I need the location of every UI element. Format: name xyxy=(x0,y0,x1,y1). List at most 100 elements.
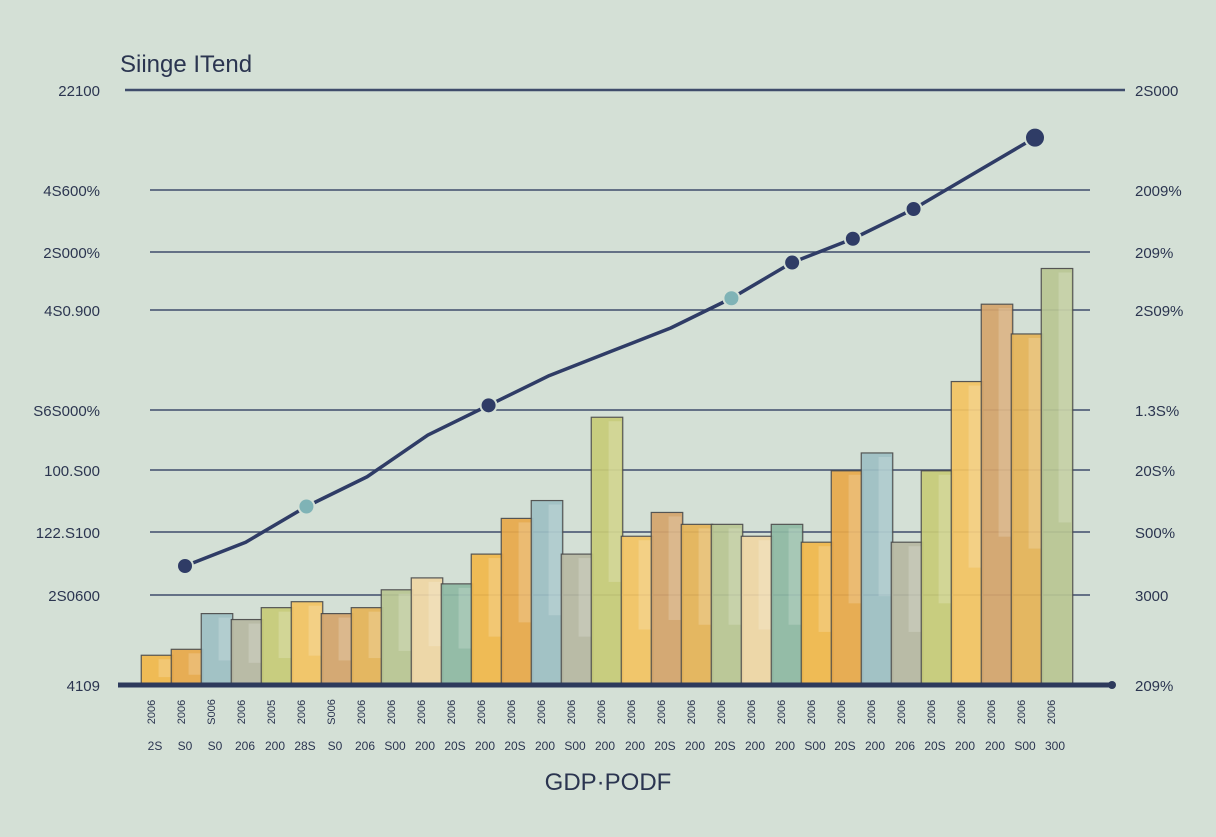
bar-highlight xyxy=(998,308,1012,537)
bar-highlight xyxy=(788,528,802,625)
x-tick-label: 200 xyxy=(415,739,435,753)
x-tick-label: 2006 xyxy=(146,700,158,724)
trend-line xyxy=(176,126,1046,575)
bar-highlight xyxy=(488,558,502,637)
bar xyxy=(800,541,834,686)
bar xyxy=(590,416,624,686)
x-tick-label: 2006 xyxy=(986,700,998,724)
bar xyxy=(890,541,924,686)
x-tick-label: 2005 xyxy=(266,700,278,724)
y-tick-label-left: 100.S00 xyxy=(44,463,100,480)
x-tick-label: 2006 xyxy=(626,700,638,724)
x-tick-label: S00 xyxy=(1014,739,1036,753)
bar-highlight xyxy=(758,540,772,630)
tick-labels: 22100 2S000 4S600% 2009% 2S000% 209% 4S0.900 2S… xyxy=(33,83,1183,753)
x-tick-label: 2006 xyxy=(956,700,968,724)
x-tick-label: 20S xyxy=(714,739,735,753)
bar xyxy=(560,553,594,686)
x-tick-label: 2006 xyxy=(476,700,488,724)
axes xyxy=(118,681,1116,689)
y-tick-label-left: 4S600% xyxy=(43,183,100,200)
x-tick-label: 20S xyxy=(504,739,525,753)
x-tick-label: 200 xyxy=(595,739,615,753)
bar xyxy=(290,601,324,686)
x-tick-label: S00 xyxy=(804,739,826,753)
bar xyxy=(920,470,954,686)
x-tick-label: S00 xyxy=(564,739,586,753)
bar xyxy=(620,535,654,686)
x-tick-label: 2006 xyxy=(536,700,548,724)
bar-highlight xyxy=(368,611,382,659)
bar-highlight xyxy=(698,528,712,625)
bar-highlight xyxy=(218,617,232,661)
x-tick-label: 2006 xyxy=(296,700,308,724)
trend-point xyxy=(843,229,862,248)
trend-line-path xyxy=(184,136,1036,568)
x-tick-label: 200 xyxy=(535,739,555,753)
bar-highlight xyxy=(908,546,922,632)
x-tick-label: S0 xyxy=(208,739,223,753)
trend-point xyxy=(479,396,498,415)
y-tick-label-left: 2S0600 xyxy=(48,588,100,605)
chart-title: Siinge ITend xyxy=(120,51,252,78)
bars xyxy=(140,267,1074,686)
bar-highlight xyxy=(428,581,442,647)
x-tick-label: 2006 xyxy=(896,700,908,724)
bar xyxy=(530,499,564,686)
x-tick-label: S0 xyxy=(178,739,193,753)
bar xyxy=(980,303,1014,686)
bar xyxy=(680,523,714,686)
x-tick-label: 200 xyxy=(685,739,705,753)
x-tick-label: 2006 xyxy=(686,700,698,724)
y-tick-label-right: S00% xyxy=(1135,525,1175,542)
bar-highlight xyxy=(458,587,472,649)
y-tick-label-left: 122.S100 xyxy=(36,525,100,542)
bar-highlight xyxy=(158,659,172,678)
bar-highlight xyxy=(278,611,292,659)
bar xyxy=(710,523,744,686)
x-tick-label: 2006 xyxy=(926,700,938,724)
x-tick-label: 2006 xyxy=(806,700,818,724)
y-tick-label-left: 4S0.900 xyxy=(44,303,100,320)
y-tick-label-right: 3000 xyxy=(1135,588,1168,605)
y-tick-label-left: 22100 xyxy=(58,83,100,100)
x-tick-label: 206 xyxy=(355,739,375,753)
y-tick-label-right: 209% xyxy=(1135,678,1173,695)
x-tick-label: 20S xyxy=(654,739,675,753)
trend-point xyxy=(1024,126,1046,149)
bar-highlight xyxy=(818,546,832,632)
trend-point xyxy=(176,557,194,575)
x-tick-label: 200 xyxy=(625,739,645,753)
x-tick-label: 300 xyxy=(1045,739,1065,753)
bar-highlight xyxy=(968,385,982,568)
y-tick-label-right: 1.3S% xyxy=(1135,403,1179,420)
x-axis-label: GDP·PODF xyxy=(545,769,672,796)
bar-highlight xyxy=(248,623,262,663)
x-tick-label: 2006 xyxy=(506,700,518,724)
x-tick-label: 200 xyxy=(475,739,495,753)
x-tick-label: S006 xyxy=(206,699,218,725)
x-tick-label: 2006 xyxy=(746,700,758,724)
x-tick-label: S00 xyxy=(384,739,406,753)
y-tick-label-right: 209% xyxy=(1135,245,1173,262)
bar xyxy=(860,452,894,686)
bar-highlight xyxy=(728,528,742,625)
bar-highlight xyxy=(668,516,682,620)
x-tick-label: 2006 xyxy=(356,700,368,724)
x-tick-label: 2006 xyxy=(776,700,788,724)
bar-highlight xyxy=(638,540,652,630)
x-tick-label: 2006 xyxy=(656,700,668,724)
bar-highlight xyxy=(878,456,892,597)
x-tick-label: 2006 xyxy=(1016,700,1028,724)
y-tick-label-right: 2S000 xyxy=(1135,83,1178,100)
bar xyxy=(140,654,174,686)
bar-highlight xyxy=(578,558,592,637)
x-tick-label: 2006 xyxy=(176,700,188,724)
x-tick-label: S006 xyxy=(326,699,338,725)
x-tick-label: 206 xyxy=(235,739,255,753)
bar-highlight xyxy=(518,522,532,623)
bar-highlight xyxy=(398,593,412,651)
x-tick-label: 2006 xyxy=(1046,700,1058,724)
bar xyxy=(320,612,354,686)
